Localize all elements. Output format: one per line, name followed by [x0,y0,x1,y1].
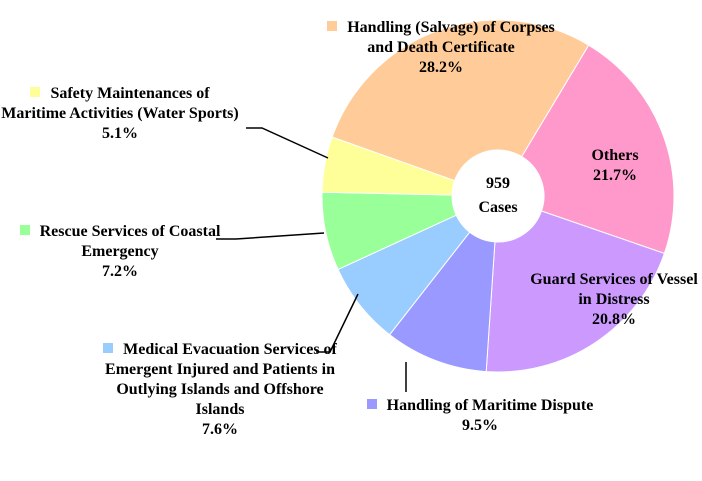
category-label: Guard Services of Vessel in Distress [530,271,698,308]
center-label: 959 Cases [478,175,518,216]
leader-line [246,127,329,159]
slice-label: Rescue Services of Coastal Emergency 7.2% [0,222,240,282]
category-label: Handling of Maritime Dispute [386,397,594,414]
category-label: Handling (Salvage) of Corpses and Death … [347,19,555,56]
slice-label: Others 21.7% [570,146,660,186]
value-label: 7.6% [202,421,238,438]
donut-slice [521,44,675,255]
category-label: Safety Maintenances of Maritime Activiti… [1,85,239,122]
slice-label: Guard Services of Vessel in Distress 20.8… [522,270,702,330]
category-label: Others [591,147,639,164]
leader-line [316,293,359,353]
leader-lines [216,127,407,392]
legend-swatch [366,399,377,409]
slice-label: Handling of Maritime Dispute 9.5% [360,396,600,436]
legend-swatch [327,21,338,31]
value-label: 7.2% [102,263,138,280]
legend-swatch [30,87,41,97]
legend-swatch [103,343,114,353]
legend-swatch [19,225,30,235]
category-label: Rescue Services of Coastal Emergency [39,223,221,260]
donut-slice [485,210,666,373]
donut-slice [388,231,496,373]
value-label: 5.1% [102,125,138,142]
leader-line [216,232,325,240]
value-label: 21.7% [593,167,637,184]
value-label: 28.2% [419,59,463,76]
slice-label: Handling (Salvage) of Corpses and Death … [316,18,566,78]
slice-label: Safety Maintenances of Maritime Activiti… [0,84,240,144]
slice-label: Medical Evacuation Services of Emergent … [100,340,340,440]
donut-slice [331,19,590,182]
value-label: 9.5% [462,417,498,434]
category-label: Medical Evacuation Services of Emergent … [105,341,337,418]
value-label: 20.8% [592,311,636,328]
